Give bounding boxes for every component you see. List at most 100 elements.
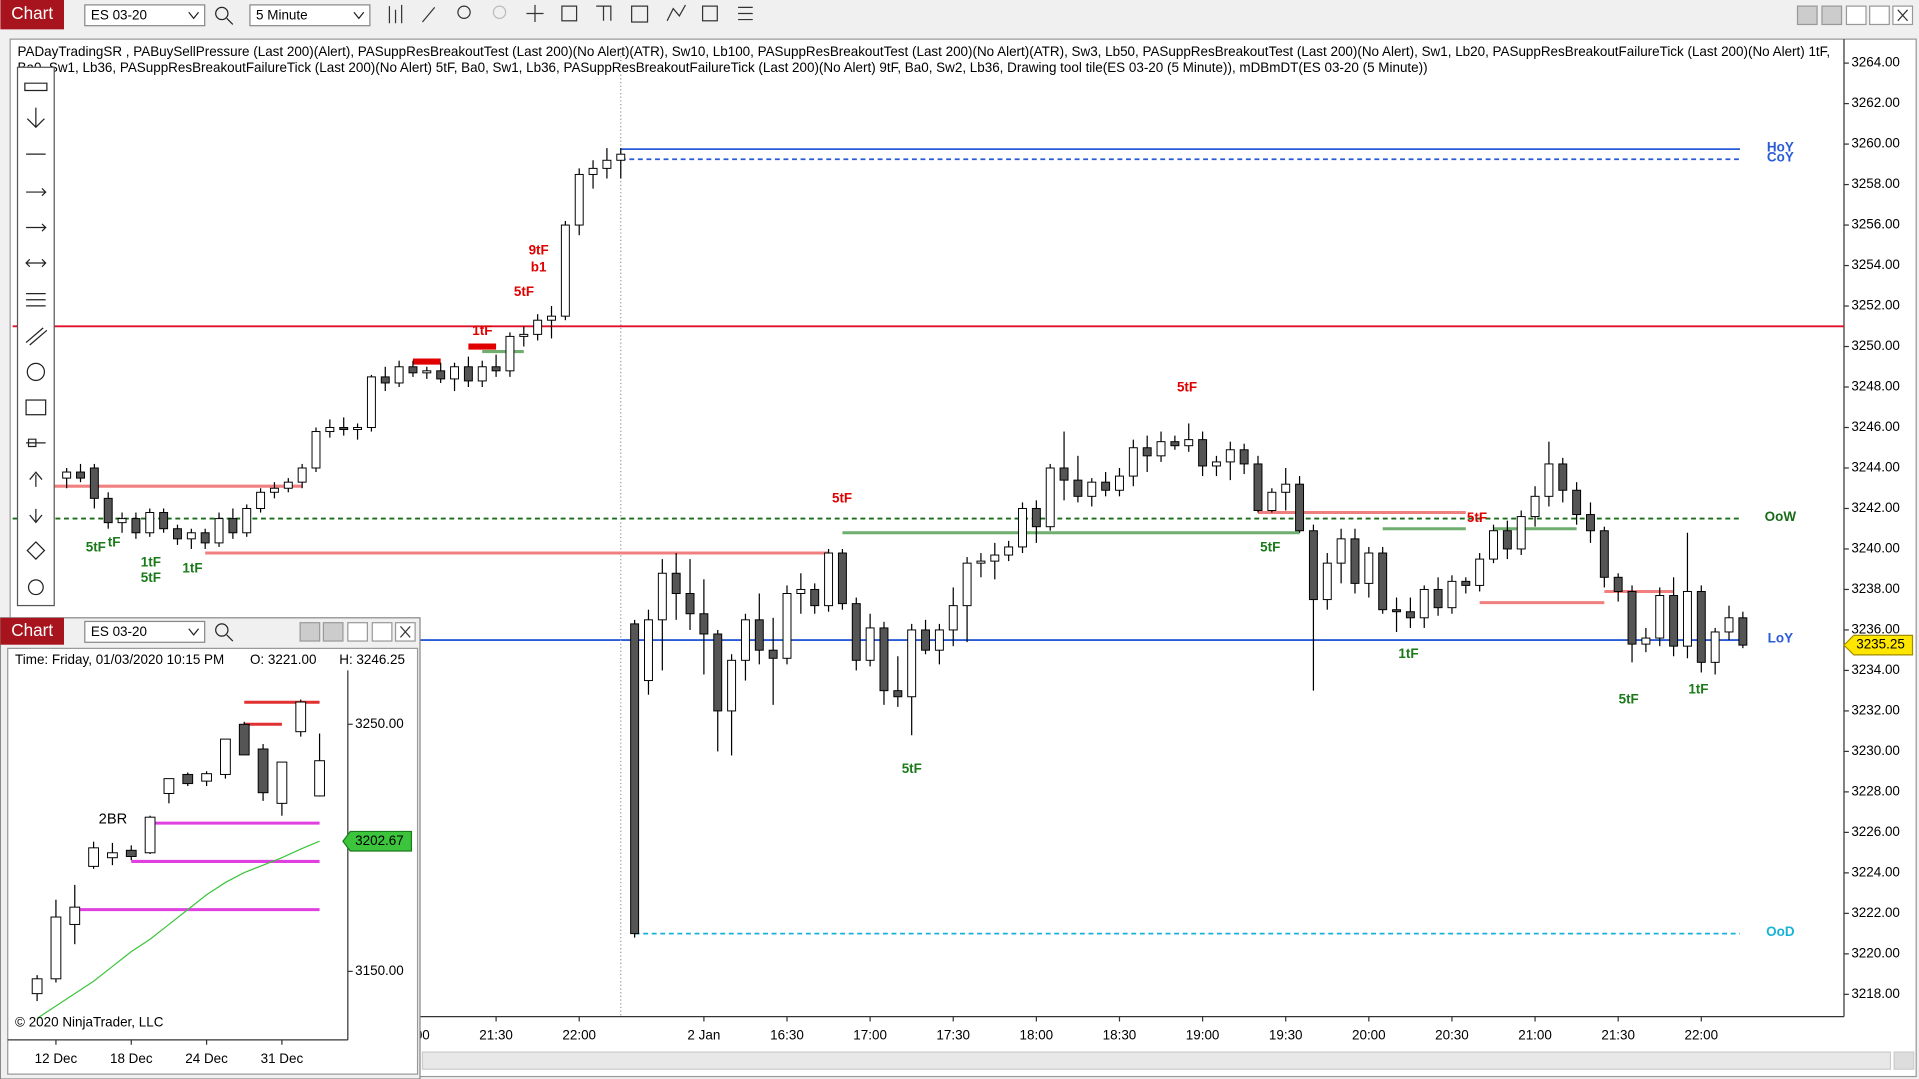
candle-body: [851, 603, 861, 661]
candle-body: [588, 167, 598, 175]
window-tab[interactable]: [0, 0, 65, 30]
y-tick-label: 3232.00: [1851, 702, 1900, 717]
candle-body: [907, 629, 917, 698]
candle-body: [1142, 447, 1152, 457]
search-icon[interactable]: [215, 623, 229, 637]
window-title: Chart: [11, 4, 53, 23]
x-tick-label: 19:00: [1186, 1028, 1220, 1043]
candle-body: [1516, 516, 1526, 550]
toolbar-icons[interactable]: [388, 4, 753, 24]
candle-body: [1322, 562, 1332, 601]
candle-body: [1101, 481, 1111, 491]
y-tick-label: 3226.00: [1851, 824, 1900, 839]
candle-body: [182, 773, 194, 785]
last-price-label: 3235.25: [1856, 637, 1905, 652]
candle-body: [768, 649, 778, 659]
candle-body: [295, 701, 307, 733]
main-chart: 3218.00 3220.00 3222.00 3224.00 3226.00 3228.…: [12, 44, 1914, 1043]
scrollbar[interactable]: [421, 1051, 1892, 1070]
inset-instrument-select[interactable]: [84, 620, 206, 643]
candle-body: [228, 518, 238, 534]
drawing-tools[interactable]: [16, 66, 55, 607]
candle-body: [1738, 617, 1748, 646]
candle-body: [934, 629, 944, 651]
candle-body: [173, 528, 182, 540]
candle-body: [879, 627, 889, 692]
instrument-select[interactable]: [84, 4, 206, 27]
y-tick-label: 3258.00: [1851, 176, 1900, 191]
signal-label: 5tF: [1260, 540, 1280, 555]
y-tick-label: 3220.00: [1851, 945, 1900, 960]
x-tick-label: 18:00: [1020, 1028, 1054, 1043]
candle-body: [1004, 546, 1014, 556]
window-buttons[interactable]: [1796, 5, 1914, 26]
candle-body: [1281, 483, 1291, 493]
inset-window-buttons[interactable]: [299, 622, 416, 642]
candle-body: [699, 613, 709, 635]
signal-label: b1: [531, 259, 547, 274]
candle-body: [713, 633, 723, 712]
level-label: CoY: [1767, 150, 1794, 165]
x-tick-label: 20:30: [1435, 1028, 1469, 1043]
candle-body: [50, 916, 62, 980]
level-label: OoD: [1766, 924, 1795, 939]
candle-body: [1544, 463, 1554, 497]
x-tick-label: 18:30: [1103, 1028, 1137, 1043]
candle-body: [107, 852, 118, 859]
inset-tab[interactable]: [0, 617, 65, 645]
interval-select[interactable]: [249, 4, 371, 27]
ma-price-tag: [342, 830, 413, 852]
dropdown-arrow: [353, 11, 365, 20]
candle-body: [837, 552, 847, 605]
candle-body: [450, 366, 459, 380]
candle-body: [257, 748, 269, 794]
candle-body: [256, 491, 266, 509]
x-tick-label: 21:30: [479, 1028, 513, 1043]
x-tick-label: 22:00: [562, 1028, 596, 1043]
signal-label: 5tF: [86, 540, 106, 555]
candle-body: [276, 761, 288, 804]
x-tick-label: 24 Dec: [185, 1051, 228, 1066]
candle-body: [422, 370, 432, 374]
level-label: HoY: [1767, 139, 1794, 154]
candle-body: [314, 760, 325, 797]
candle-body: [201, 773, 212, 782]
candle-body: [976, 560, 986, 564]
indicator-text: Ba0, Sw1, Lb36, PASuppResBreakoutFailure…: [18, 60, 1428, 75]
candle-body: [644, 619, 653, 682]
candle-body: [88, 847, 99, 867]
candle-body: [325, 427, 335, 433]
x-tick-label: 16:30: [770, 1028, 804, 1043]
candle-body: [283, 481, 293, 489]
search-icon-handle: [226, 17, 234, 25]
search-icon[interactable]: [215, 6, 229, 21]
signal-label: 5tF: [832, 491, 852, 506]
candle-body: [463, 366, 473, 382]
candle-body: [1239, 449, 1249, 465]
y-tick-label: 3238.00: [1851, 581, 1900, 596]
candle-body: [1156, 441, 1166, 457]
candle-body: [754, 619, 764, 651]
candle-body: [547, 315, 556, 321]
copyright: © 2020 NinjaTrader, LLC: [15, 1014, 164, 1029]
signal-label: 1tF: [472, 323, 492, 338]
candle-body: [1350, 538, 1360, 584]
scroll-button[interactable]: [1893, 1051, 1915, 1070]
candle-body: [740, 619, 750, 661]
y-tick-label: 3252.00: [1851, 298, 1900, 313]
candle-body: [214, 518, 224, 544]
y-tick-label: 3250.00: [355, 716, 404, 731]
inset-title: Chart: [11, 621, 53, 640]
candle-body: [727, 659, 737, 712]
inset-chart: 3250.00 3150.00 12 Dec 18 Dec 24 Dec 31 Dec 32…: [31, 699, 413, 1066]
interval: 5 Minute: [256, 7, 308, 22]
candle-body: [1364, 552, 1374, 584]
candle-body: [238, 723, 250, 756]
candle-body: [1184, 439, 1194, 447]
candle-body: [1655, 595, 1665, 639]
candle-body: [339, 427, 349, 431]
candle-body: [353, 427, 363, 431]
candle-body: [948, 605, 958, 631]
candle-body: [1489, 530, 1498, 560]
